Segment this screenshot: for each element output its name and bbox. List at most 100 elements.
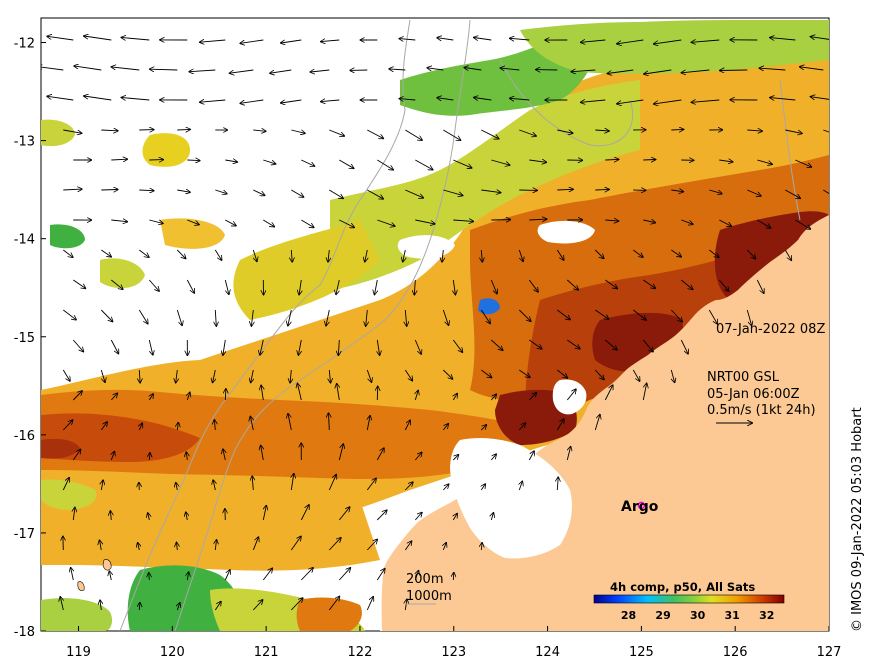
current-vector	[252, 537, 258, 551]
current-vector	[111, 220, 127, 222]
current-vector	[100, 369, 105, 382]
current-vector	[101, 249, 111, 257]
current-vector	[260, 339, 264, 355]
current-vector	[680, 339, 688, 354]
current-vector	[365, 249, 368, 262]
current-vector	[415, 159, 432, 170]
current-vector	[491, 513, 493, 521]
current-vector	[566, 279, 578, 290]
current-vector	[328, 249, 329, 262]
current-vector	[326, 309, 330, 326]
current-vector	[200, 40, 226, 42]
current-vector	[149, 573, 150, 581]
current-vector	[414, 513, 422, 521]
current-vector	[366, 597, 373, 611]
current-vector	[186, 512, 188, 521]
current-vector	[186, 452, 187, 461]
current-vector	[510, 98, 530, 100]
current-vector	[329, 189, 343, 198]
current-vector	[47, 96, 74, 101]
current-vector	[301, 159, 314, 166]
current-vector	[310, 70, 330, 72]
current-vector	[252, 476, 253, 491]
current-vector	[490, 394, 496, 401]
current-vector	[187, 393, 190, 401]
lon-tick-label: 124	[535, 645, 560, 660]
current-vector	[443, 189, 462, 195]
current-vector	[519, 129, 536, 136]
lat-tick-label: -18	[14, 625, 35, 640]
current-vector	[329, 369, 330, 383]
lon-tick-label: 119	[66, 645, 91, 660]
current-vector	[474, 38, 492, 41]
current-vector	[682, 69, 710, 73]
current-vector	[300, 568, 313, 581]
current-vector	[112, 67, 140, 71]
current-vector	[681, 219, 693, 224]
current-vector	[214, 249, 221, 260]
current-vector	[633, 249, 643, 257]
current-vector	[500, 68, 520, 70]
current-vector	[270, 69, 292, 73]
current-vector	[760, 68, 786, 70]
current-vector	[101, 190, 118, 191]
current-vector	[692, 40, 720, 42]
current-vector	[150, 69, 178, 70]
lon-tick-label: 121	[254, 645, 279, 660]
current-vector	[291, 189, 303, 197]
current-vector	[708, 309, 717, 324]
current-vector	[338, 444, 343, 461]
current-vector	[60, 597, 63, 611]
current-vector	[442, 249, 443, 262]
current-vector	[566, 389, 576, 401]
current-vector	[491, 159, 509, 165]
current-vector	[481, 369, 491, 378]
current-vector	[375, 279, 378, 294]
current-vector	[139, 369, 140, 383]
current-vector	[404, 541, 411, 551]
current-vector	[643, 279, 655, 288]
current-source-label: NRT00 GSL	[707, 370, 780, 385]
current-vector	[110, 393, 117, 401]
current-vector	[338, 339, 339, 355]
longitude-axis: 119 120 121 122 123 124 125 126 127	[66, 626, 841, 660]
current-vector	[252, 249, 257, 261]
lon-tick-label: 127	[817, 645, 842, 660]
current-vector	[747, 189, 761, 196]
current-vector	[785, 189, 800, 198]
current-vector	[367, 416, 370, 431]
current-vector	[453, 394, 457, 401]
lon-tick-label: 125	[629, 645, 654, 660]
current-vector	[367, 189, 383, 199]
current-vector	[73, 279, 85, 288]
current-vector	[405, 189, 423, 198]
lat-tick-label: -17	[14, 527, 35, 542]
current-vector	[718, 279, 728, 291]
current-vector	[453, 514, 457, 521]
current-vector	[481, 249, 482, 262]
current-vector	[281, 39, 302, 43]
current-vector	[719, 160, 732, 162]
current-vector	[177, 543, 178, 551]
current-vector	[214, 420, 215, 431]
current-vector	[224, 570, 230, 581]
current-vector	[149, 453, 150, 461]
colorbar-gradient	[593, 594, 785, 604]
current-vector	[214, 602, 221, 611]
current-vector	[100, 600, 101, 611]
current-vector	[223, 339, 225, 355]
current-vector	[215, 540, 216, 551]
current-vector	[72, 450, 80, 461]
current-vector	[604, 385, 612, 401]
current-vector	[811, 97, 829, 100]
current-vector	[291, 129, 305, 133]
current-vector	[329, 413, 330, 431]
current-vector	[290, 537, 301, 551]
current-vector	[414, 453, 421, 461]
current-vector	[329, 129, 344, 136]
current-vector	[225, 389, 226, 401]
current-vector	[290, 598, 302, 611]
current-vector	[823, 129, 829, 133]
current-vector	[177, 190, 190, 192]
current-vector	[261, 386, 263, 401]
